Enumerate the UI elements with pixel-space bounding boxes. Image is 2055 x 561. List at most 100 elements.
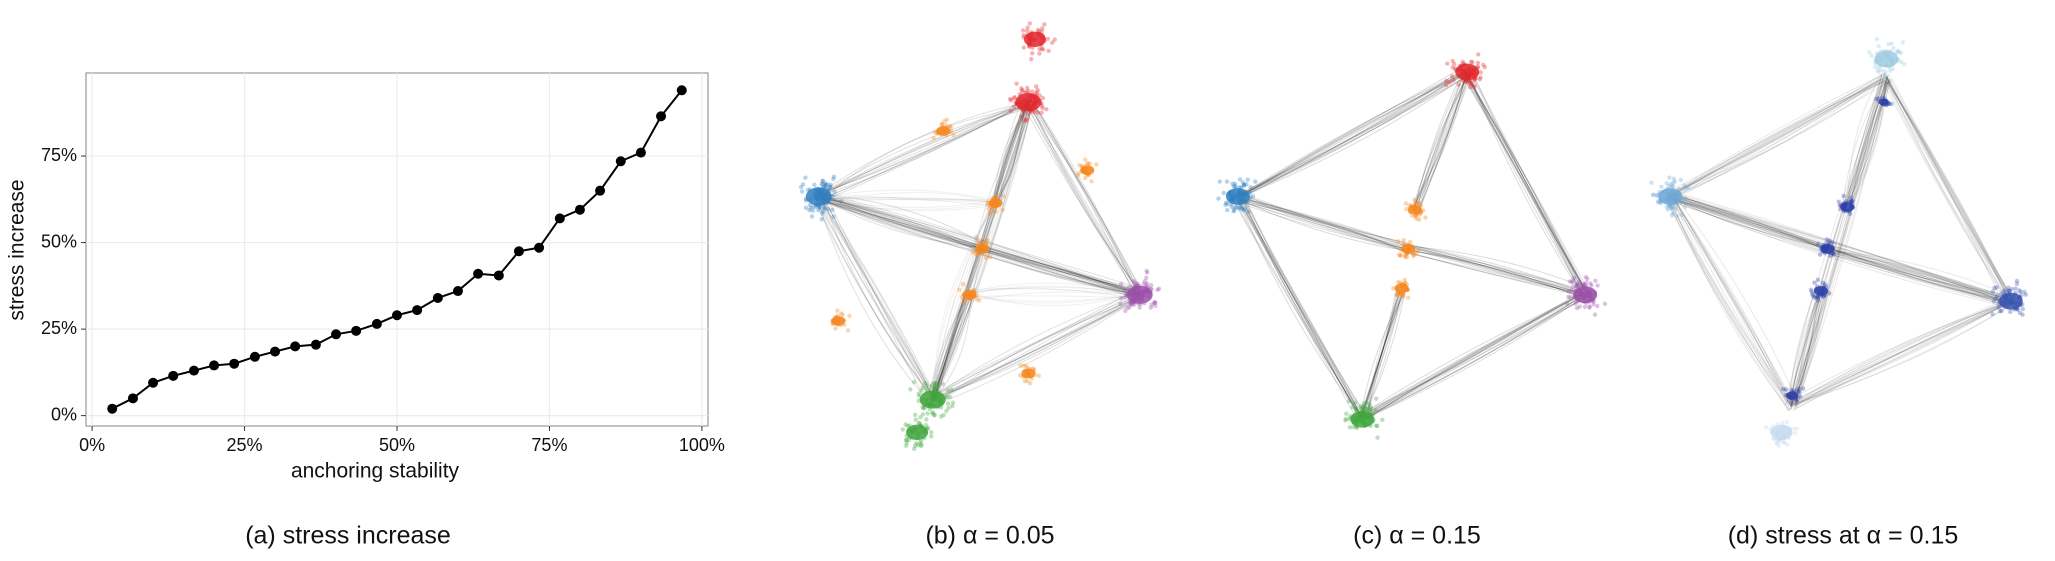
node: [1414, 201, 1419, 206]
edge: [1671, 196, 1794, 404]
edge: [1241, 196, 1362, 418]
data-point: [249, 351, 260, 362]
y-axis-title: stress increase: [6, 179, 29, 320]
node: [906, 437, 912, 443]
edge: [1414, 70, 1464, 208]
edge: [821, 192, 937, 404]
node: [1148, 283, 1154, 288]
node: [983, 237, 988, 242]
edge: [819, 192, 1147, 295]
caption: (b) α = 0.05: [925, 522, 1054, 550]
edge: [1360, 285, 1400, 416]
edge: [1791, 301, 2012, 408]
edge: [815, 194, 992, 206]
edge: [930, 296, 1144, 403]
edge: [1467, 72, 1584, 294]
edge: [934, 104, 1031, 400]
node: [1602, 301, 1608, 306]
edge: [1846, 73, 1886, 204]
edge: [991, 101, 1030, 205]
edge: [1031, 100, 1139, 296]
data-point: [107, 403, 118, 414]
edge: [994, 101, 1023, 202]
edge: [1786, 77, 1891, 405]
node: [825, 207, 831, 212]
edge: [820, 194, 1142, 295]
node: [1012, 94, 1017, 100]
edge: [1670, 79, 1887, 197]
node: [1568, 295, 1573, 300]
edge: [1359, 284, 1404, 421]
edge: [1790, 79, 1885, 410]
edge: [1671, 198, 2013, 301]
node: [1896, 49, 1901, 54]
node: [803, 175, 808, 180]
node: [1052, 37, 1057, 42]
edge: [820, 196, 939, 402]
edge: [1885, 80, 2011, 304]
edge: [1672, 80, 1891, 199]
edge: [1413, 69, 1467, 210]
node: [904, 437, 909, 443]
edge: [1409, 246, 1589, 298]
edge: [996, 101, 1026, 205]
node: [984, 255, 989, 261]
edge: [1412, 72, 1468, 209]
node: [946, 405, 951, 411]
edge: [1671, 192, 1829, 246]
edge: [1462, 75, 1584, 297]
node: [827, 184, 833, 190]
node-core: [1770, 424, 1793, 440]
data-point: [371, 318, 382, 329]
edge: [818, 196, 980, 253]
node: [1094, 162, 1099, 167]
node: [929, 430, 934, 435]
edge: [1668, 197, 1830, 246]
edge: [1359, 294, 1584, 416]
edge: [930, 289, 969, 400]
node: [922, 380, 928, 386]
edge: [1411, 246, 1584, 298]
data-point: [595, 185, 606, 196]
node: [1413, 200, 1419, 205]
node: [1468, 80, 1473, 86]
node: [808, 206, 814, 211]
node: [1792, 430, 1798, 436]
node: [822, 205, 827, 211]
node: [920, 405, 926, 411]
edge: [1234, 73, 1464, 198]
edge: [1364, 291, 1586, 415]
node: [1763, 424, 1769, 430]
node: [1798, 394, 1803, 400]
node: [1813, 294, 1818, 299]
edge: [1791, 296, 2012, 403]
edge: [1668, 199, 1829, 252]
node: [825, 182, 830, 187]
edge: [969, 285, 1140, 300]
edge: [1239, 197, 1410, 247]
edge: [1670, 192, 1829, 252]
edge: [1667, 196, 2012, 305]
node: [1587, 304, 1592, 309]
node: [1820, 280, 1826, 285]
node: [931, 386, 937, 391]
edge: [1847, 74, 1883, 211]
node: [830, 207, 835, 212]
node: [1253, 179, 1258, 184]
edge: [1236, 194, 1362, 419]
edge: [1796, 73, 1890, 409]
edge: [1414, 73, 1469, 209]
edge: [1415, 70, 1470, 213]
edge: [1240, 194, 1363, 418]
edge: [1414, 69, 1468, 206]
node: [1886, 41, 1891, 47]
node: [1025, 25, 1030, 30]
edge: [928, 293, 1138, 400]
edge: [980, 248, 1138, 293]
node: [800, 182, 806, 187]
node: [1035, 27, 1041, 33]
node: [2002, 289, 2007, 295]
edge: [1850, 82, 1882, 206]
edge: [815, 196, 934, 397]
node: [1812, 280, 1817, 285]
